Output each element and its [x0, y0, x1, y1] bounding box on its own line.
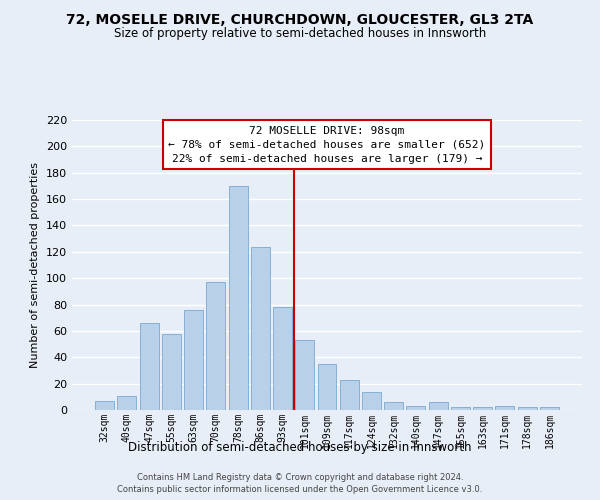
Bar	[540, 408, 559, 410]
Bar	[384, 402, 403, 410]
Bar	[362, 392, 381, 410]
Bar	[317, 364, 337, 410]
Bar	[518, 408, 536, 410]
Bar	[206, 282, 225, 410]
Bar	[95, 401, 114, 410]
Bar	[295, 340, 314, 410]
Bar	[251, 246, 270, 410]
Bar	[118, 396, 136, 410]
Y-axis label: Number of semi-detached properties: Number of semi-detached properties	[31, 162, 40, 368]
Text: Contains HM Land Registry data © Crown copyright and database right 2024.: Contains HM Land Registry data © Crown c…	[137, 473, 463, 482]
Text: Contains public sector information licensed under the Open Government Licence v3: Contains public sector information licen…	[118, 484, 482, 494]
Bar	[140, 323, 158, 410]
Bar	[340, 380, 359, 410]
Text: Size of property relative to semi-detached houses in Innsworth: Size of property relative to semi-detach…	[114, 28, 486, 40]
Bar	[496, 406, 514, 410]
Bar	[184, 310, 203, 410]
Bar	[229, 186, 248, 410]
Text: 72, MOSELLE DRIVE, CHURCHDOWN, GLOUCESTER, GL3 2TA: 72, MOSELLE DRIVE, CHURCHDOWN, GLOUCESTE…	[67, 12, 533, 26]
Text: Distribution of semi-detached houses by size in Innsworth: Distribution of semi-detached houses by …	[128, 441, 472, 454]
Bar	[162, 334, 181, 410]
Bar	[473, 408, 492, 410]
Bar	[406, 406, 425, 410]
Text: 72 MOSELLE DRIVE: 98sqm
← 78% of semi-detached houses are smaller (652)
22% of s: 72 MOSELLE DRIVE: 98sqm ← 78% of semi-de…	[169, 126, 485, 164]
Bar	[273, 307, 292, 410]
Bar	[429, 402, 448, 410]
Bar	[451, 408, 470, 410]
